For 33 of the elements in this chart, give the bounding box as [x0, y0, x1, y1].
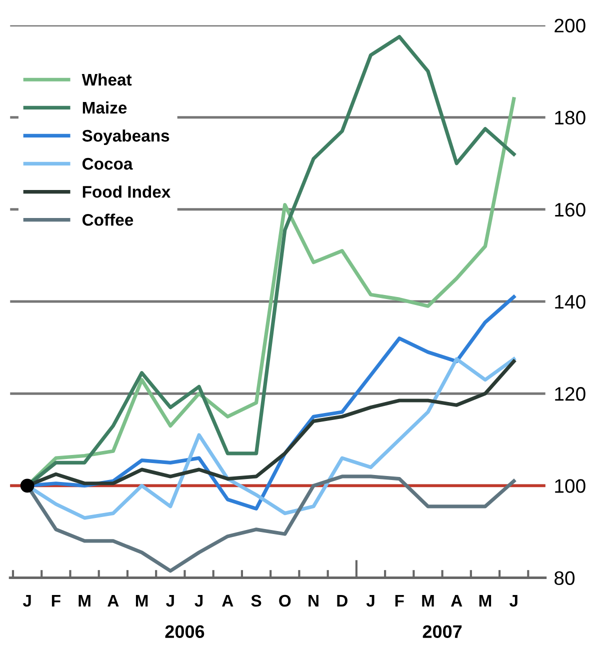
- text: 2007: [422, 625, 462, 638]
- y-tick-label: 180: [555, 110, 586, 125]
- y-tick-label: 100: [555, 479, 586, 493]
- x-tick-label: A: [222, 595, 234, 607]
- legend-label: Cocoa: [82, 158, 133, 170]
- x-tick-label: O: [279, 594, 291, 607]
- y-tick-label: 120: [555, 387, 586, 401]
- x-tick-label: M: [479, 595, 492, 607]
- y-tick-label: 160: [555, 202, 586, 217]
- y-tick-label: 200: [554, 18, 586, 32]
- x-tick-label: M: [136, 595, 148, 607]
- x-tick-label: J: [22, 595, 31, 607]
- legend-label: Maize: [82, 101, 127, 114]
- x-tick-label: S: [251, 594, 262, 607]
- legend-label: Wheat: [82, 73, 132, 86]
- x-tick-label: M: [422, 595, 434, 607]
- legend-label: Food Index: [82, 186, 171, 198]
- x-tick-label: J: [366, 595, 374, 607]
- legend-label: Soyabeans: [82, 129, 170, 145]
- x-tick-label: F: [52, 595, 60, 607]
- x-tick-label: J: [509, 595, 518, 607]
- x-tick-label: A: [451, 595, 462, 607]
- x-tick-label: A: [108, 595, 119, 607]
- x-tick-label: D: [337, 595, 348, 607]
- y-tick-label: 140: [555, 294, 586, 309]
- x-tick-label: J: [194, 595, 203, 607]
- y-tick-label: 80: [554, 571, 575, 586]
- x-tick-label: N: [308, 595, 318, 607]
- legend-label: Coffee: [82, 214, 134, 226]
- x-tick-label: J: [166, 595, 174, 607]
- text: 2006: [165, 625, 204, 638]
- x-tick-label: F: [395, 595, 404, 607]
- x-tick-label: M: [78, 595, 90, 607]
